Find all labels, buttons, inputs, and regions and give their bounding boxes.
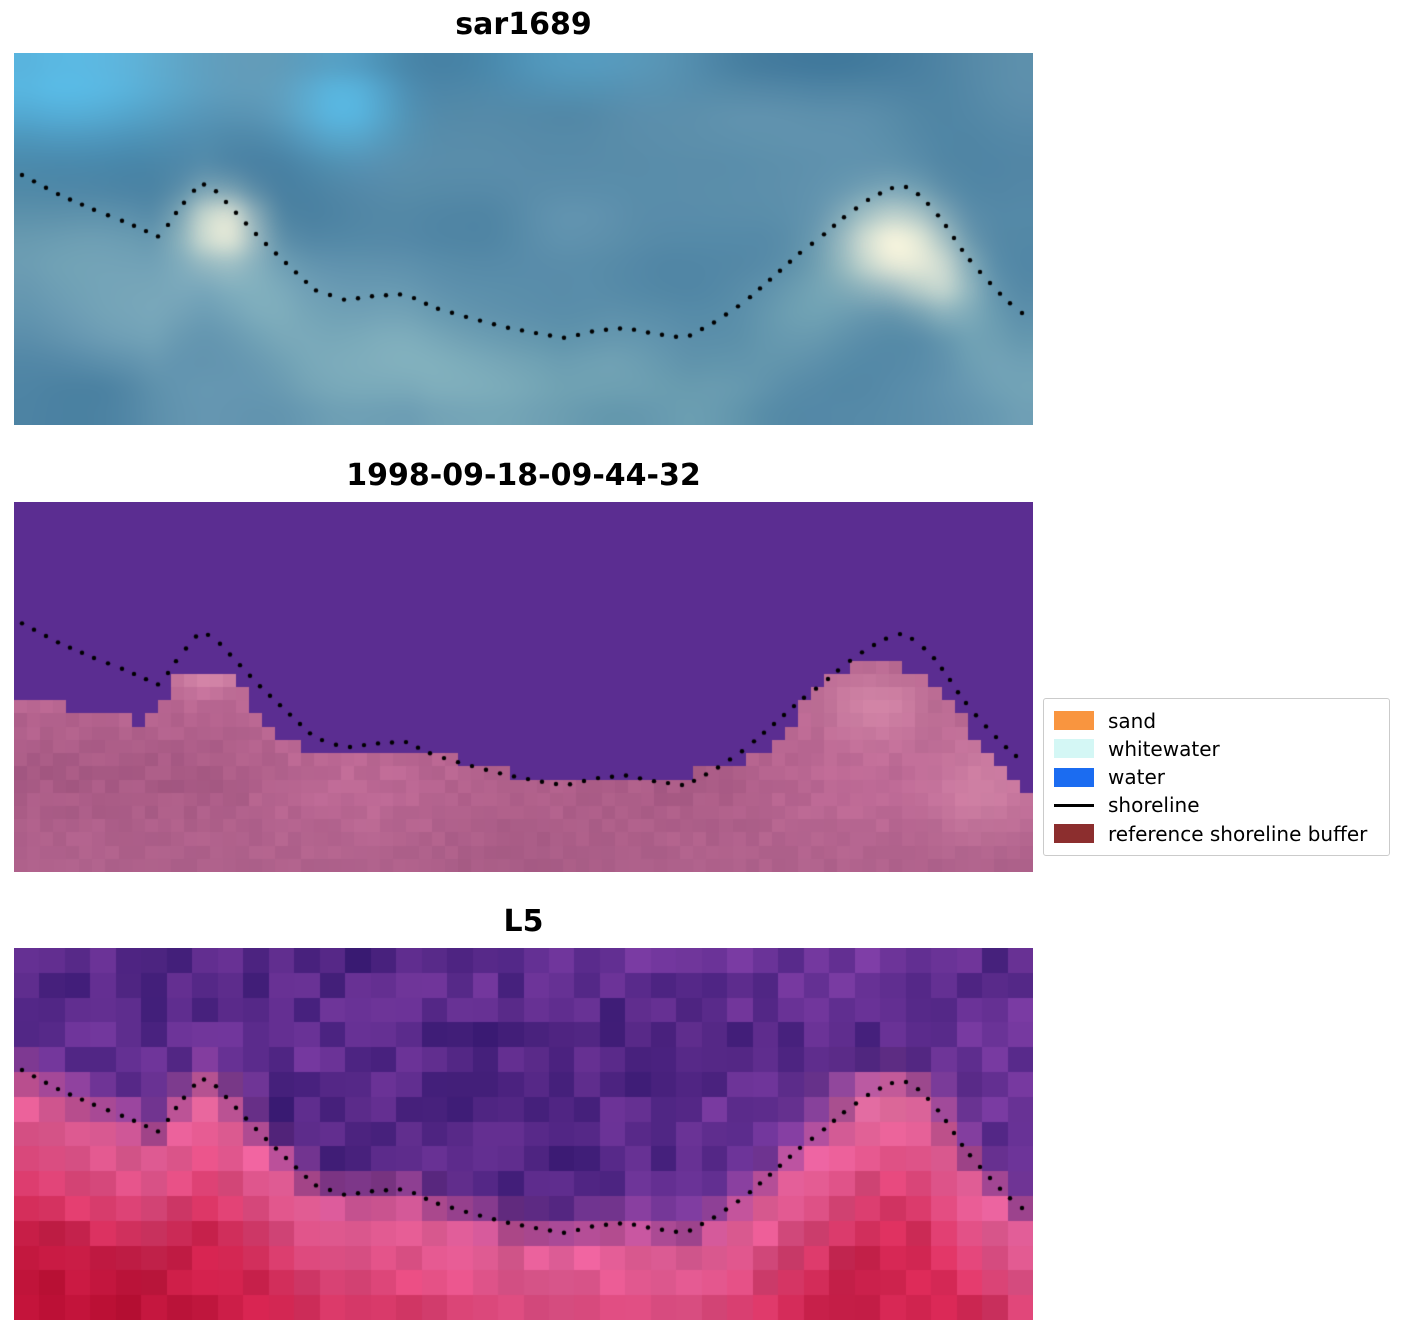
classification-image — [14, 502, 1033, 872]
panel-title-l5: L5 — [503, 904, 544, 939]
legend-label-water: water — [1108, 765, 1165, 789]
reference-buffer-swatch-icon — [1054, 824, 1094, 843]
panel-title-classification-date: 1998-09-18-09-44-32 — [346, 458, 701, 493]
legend-item-sand: sand — [1054, 707, 1379, 734]
sar-image — [14, 53, 1033, 425]
legend-item-shoreline: shoreline — [1054, 792, 1379, 819]
legend-item-water: water — [1054, 764, 1379, 791]
sand-swatch-icon — [1054, 711, 1094, 730]
legend-label-reference-buffer: reference shoreline buffer — [1108, 821, 1368, 846]
water-swatch-icon — [1054, 767, 1094, 787]
l5-image — [14, 948, 1033, 1320]
legend-item-reference-buffer: reference shoreline buffer — [1054, 820, 1379, 847]
legend-label-whitewater: whitewater — [1108, 736, 1220, 761]
legend: sand whitewater water shoreline referenc… — [1043, 698, 1390, 856]
legend-item-whitewater: whitewater — [1054, 735, 1379, 762]
whitewater-swatch-icon — [1054, 739, 1094, 759]
legend-label-sand: sand — [1108, 708, 1157, 733]
panel-title-sar: sar1689 — [455, 7, 592, 42]
legend-label-shoreline: shoreline — [1108, 793, 1200, 818]
shoreline-line-icon — [1054, 804, 1094, 807]
